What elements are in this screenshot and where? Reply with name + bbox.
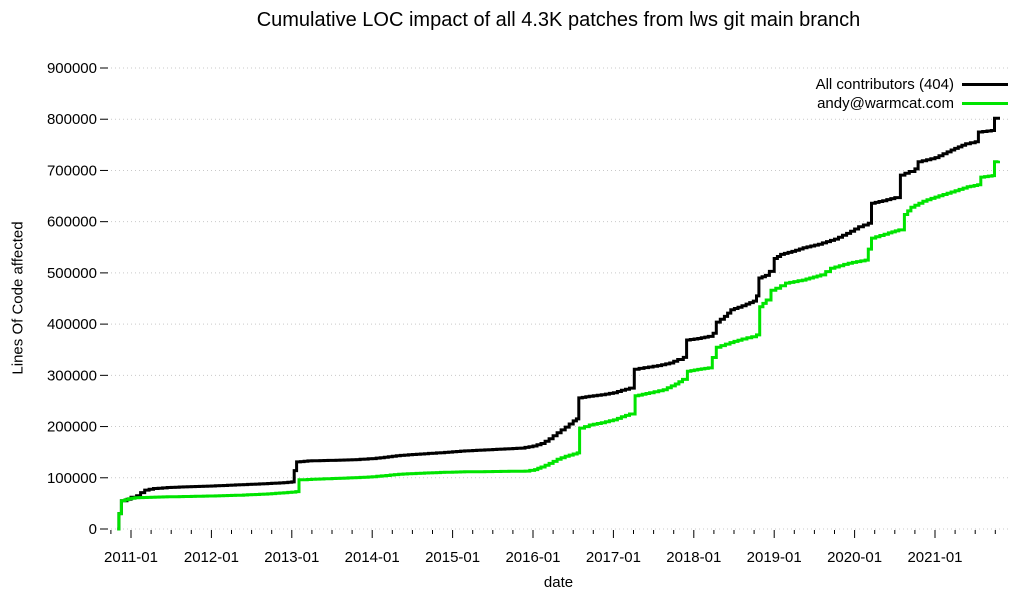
x-tick-label: 2020-01 — [827, 549, 882, 566]
y-tick-label: 200000 — [47, 419, 97, 436]
x-tick-label: 2014-01 — [345, 549, 400, 566]
y-tick-label: 100000 — [47, 470, 97, 487]
legend: All contributors (404) andy@warmcat.com — [816, 75, 1008, 113]
y-tick-label: 900000 — [47, 60, 97, 77]
y-tick-label: 700000 — [47, 162, 97, 179]
legend-item-all-contributors: All contributors (404) — [816, 75, 1008, 94]
legend-item-andy-warmcat: andy@warmcat.com — [816, 94, 1008, 113]
x-tick-label: 2015-01 — [425, 549, 480, 566]
x-tick-label: 2016-01 — [505, 549, 560, 566]
x-axis-title: date — [543, 574, 574, 591]
x-tick-label: 2012-01 — [184, 549, 239, 566]
y-tick-label: 500000 — [47, 265, 97, 282]
y-tick-label: 600000 — [47, 214, 97, 231]
legend-label-all-contributors: All contributors (404) — [815, 76, 954, 93]
x-tick-label: 2013-01 — [264, 549, 319, 566]
y-tick-label: 400000 — [47, 316, 97, 333]
x-tick-label: 2018-01 — [666, 549, 721, 566]
chart-title: Cumulative LOC impact of all 4.3K patche… — [256, 9, 861, 31]
x-tick-label: 2017-01 — [586, 549, 641, 566]
y-tick-label: 0 — [89, 521, 97, 538]
x-tick-label: 2019-01 — [747, 549, 802, 566]
series-line-all-contributors — [117, 116, 1000, 531]
y-tick-label: 800000 — [47, 111, 97, 128]
legend-line-sample-green — [962, 102, 1008, 105]
legend-line-sample-black — [962, 83, 1008, 86]
series-line-andy-warmcat — [117, 160, 1000, 531]
x-tick-label: 2011-01 — [104, 549, 158, 566]
x-tick-label: 2021-01 — [907, 549, 962, 566]
y-tick-label: 300000 — [47, 367, 97, 384]
legend-label-andy-warmcat: andy@warmcat.com — [817, 95, 954, 112]
